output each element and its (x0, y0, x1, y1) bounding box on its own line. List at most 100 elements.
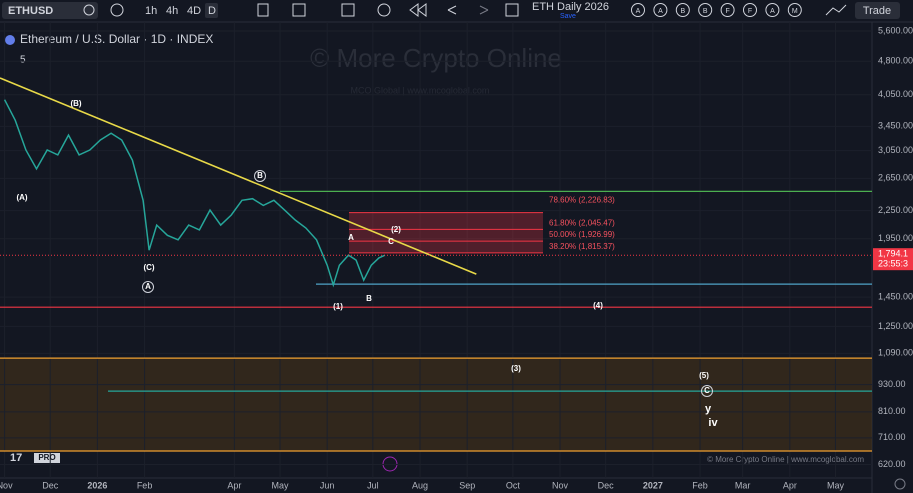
wave-circle (701, 385, 713, 397)
fib-label: 38.20% (1,815.37) (549, 242, 615, 251)
eth-icon (5, 35, 15, 45)
x-tick-label: Jun (320, 480, 335, 490)
wave-label: (C) (143, 263, 154, 272)
drawing-button-label[interactable]: M (792, 8, 798, 15)
replay-icon[interactable] (409, 3, 427, 17)
interval[interactable]: 4h (166, 5, 178, 17)
settings-icon[interactable] (894, 478, 906, 490)
interval[interactable]: 4D (187, 5, 201, 17)
trendline (0, 77, 477, 275)
x-tick-label: May (827, 480, 845, 490)
y-tick-label: 810.00 (878, 406, 906, 416)
alert-icon[interactable] (377, 3, 391, 17)
trade-button[interactable] (855, 2, 900, 19)
indicator-count: 5 (20, 55, 26, 66)
y-tick-label: 2,250.00 (878, 205, 913, 215)
x-tick-label: 2027 (643, 480, 663, 490)
undo-icon[interactable] (447, 5, 457, 15)
x-tick-label: Dec (598, 480, 615, 490)
drawing-button[interactable] (631, 3, 645, 17)
add-icon[interactable] (110, 3, 124, 17)
toolbar (0, 0, 913, 22)
x-tick-label: Aug (412, 480, 428, 490)
event-icon[interactable] (382, 456, 398, 472)
y-tick-label: 620.00 (878, 459, 906, 469)
wave-label: (3) (511, 364, 521, 373)
save-label[interactable]: Save (560, 13, 576, 20)
x-tick-label: Feb (692, 480, 708, 490)
drawing-button[interactable] (675, 3, 690, 17)
x-tick-label: Oct (506, 480, 521, 490)
wave-label: (5) (699, 371, 709, 380)
drawing-button[interactable] (743, 3, 757, 17)
wave-label: (A) (16, 193, 27, 202)
wave-label: A (348, 233, 354, 242)
trade-label[interactable]: Trade (863, 5, 891, 17)
wave-label: (2) (391, 225, 401, 234)
layout-name[interactable]: ETH Daily 2026 (532, 1, 609, 13)
y-tick-label: 710.00 (878, 432, 906, 442)
zone (0, 358, 872, 452)
y-tick-label: 1,250.00 (878, 321, 913, 331)
drawing-button[interactable] (698, 3, 713, 17)
interval-active[interactable] (205, 3, 218, 18)
drawing-button-label[interactable]: F (725, 8, 729, 15)
wave-circle (254, 170, 266, 182)
wave-circle (142, 281, 154, 293)
indicators-icon[interactable] (292, 3, 306, 17)
wave-label: iv (708, 417, 718, 429)
tools-icon[interactable] (825, 4, 847, 16)
price-line (3, 99, 386, 288)
logo-badge (34, 453, 60, 463)
x-tick-label: 2026 (87, 480, 107, 490)
layout-icon[interactable] (341, 3, 355, 17)
y-tick-label: 1,450.00 (878, 292, 913, 302)
symbol-icon[interactable] (83, 4, 95, 16)
wave-label: (4) (593, 301, 603, 310)
x-tick-label: Feb (137, 480, 153, 490)
checkbox[interactable] (505, 3, 519, 17)
y-tick-label: 3,050.00 (878, 145, 913, 155)
x-tick-label: Nov (552, 480, 569, 490)
redo-icon[interactable] (479, 5, 489, 15)
y-tick-label: 1,950.00 (878, 233, 913, 243)
drawing-button-label[interactable]: B (680, 8, 685, 15)
fib-label: 61.80% (2,045.47) (549, 218, 615, 227)
y-tick-label: 4,050.00 (878, 89, 913, 99)
drawing-button-label[interactable]: A (770, 8, 775, 15)
drawing-button[interactable] (765, 3, 780, 17)
symbol-box[interactable] (2, 2, 98, 19)
logo-pro: PRO (38, 453, 55, 462)
wave-label: C (704, 386, 710, 395)
chart-type-icon[interactable] (257, 3, 269, 17)
wave-label: B (366, 294, 372, 303)
wave-label: C (388, 237, 394, 246)
y-tick-label: 930.00 (878, 379, 906, 389)
x-tick-label: May (272, 480, 290, 490)
drawing-button-label[interactable]: A (658, 8, 663, 15)
wave-label: A (145, 282, 151, 291)
interval[interactable]: 1h (145, 5, 157, 17)
wave-label: B (257, 171, 263, 180)
drawing-button[interactable] (653, 3, 668, 17)
y-tick-label: 2,650.00 (878, 173, 913, 183)
y-tick-label: 3,450.00 (878, 121, 913, 131)
x-tick-label: Jul (367, 480, 379, 490)
x-tick-label: Dec (42, 480, 59, 490)
x-tick-label: Apr (227, 480, 241, 490)
drawing-button[interactable] (787, 3, 802, 17)
last-price-box (873, 248, 913, 271)
interval[interactable]: D (208, 5, 216, 17)
drawing-button-label[interactable]: F (748, 8, 752, 15)
drawing-button-label[interactable]: A (636, 8, 641, 15)
symbol[interactable]: ETHUSD (8, 5, 53, 17)
x-tick-label: Mar (735, 480, 751, 490)
drawing-button[interactable] (720, 3, 735, 17)
drawing-button-label[interactable]: B (703, 8, 708, 15)
logo-mark: 17 (10, 452, 22, 464)
y-tick-label: 4,800.00 (878, 56, 913, 66)
x-tick-label: Sep (459, 480, 475, 490)
countdown: 23:55:3 (878, 259, 908, 269)
watermark: © More Crypto Online (310, 43, 562, 73)
